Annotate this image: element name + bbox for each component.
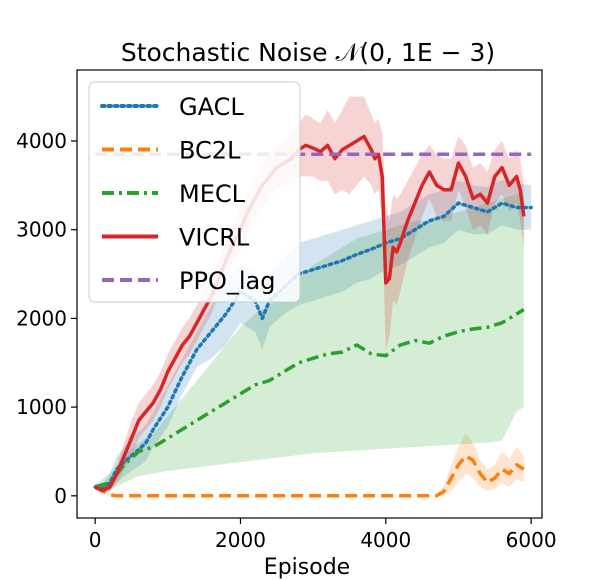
legend-box: [88, 81, 301, 303]
y-tick-label: 0: [54, 484, 67, 508]
axis-ticks: 0 2000 4000 6000 0 1000 2000 3000 4000: [16, 129, 556, 552]
legend-label-vicrl: VICRL: [179, 224, 250, 252]
plot-frame: [76, 69, 543, 519]
legend: GACL BC2L MECL VICRL PPO_lag: [88, 81, 301, 303]
legend-label-mecl: MECL: [179, 180, 246, 208]
chart-title: Stochastic Noise 𝒩(0, 1E − 3): [121, 38, 495, 67]
legend-label-bc2l: BC2L: [179, 137, 241, 165]
x-tick-label: 4000: [360, 528, 411, 552]
x-tick-label: 0: [89, 528, 102, 552]
x-tick-label: 6000: [506, 528, 557, 552]
x-tick-label: 2000: [215, 528, 266, 552]
y-tick-label: 1000: [16, 395, 67, 419]
bc2l-line: [94, 454, 525, 498]
legend-label-gacl: GACL: [179, 93, 244, 121]
y-tick-label: 2000: [16, 306, 67, 330]
y-tick-label: 3000: [16, 218, 67, 242]
x-axis-label: Episode: [264, 555, 350, 580]
vicrl-line: [94, 134, 526, 493]
mecl-line: [94, 308, 525, 489]
legend-label-ppo-lag: PPO_lag: [179, 267, 275, 295]
y-tick-label: 4000: [16, 129, 67, 153]
